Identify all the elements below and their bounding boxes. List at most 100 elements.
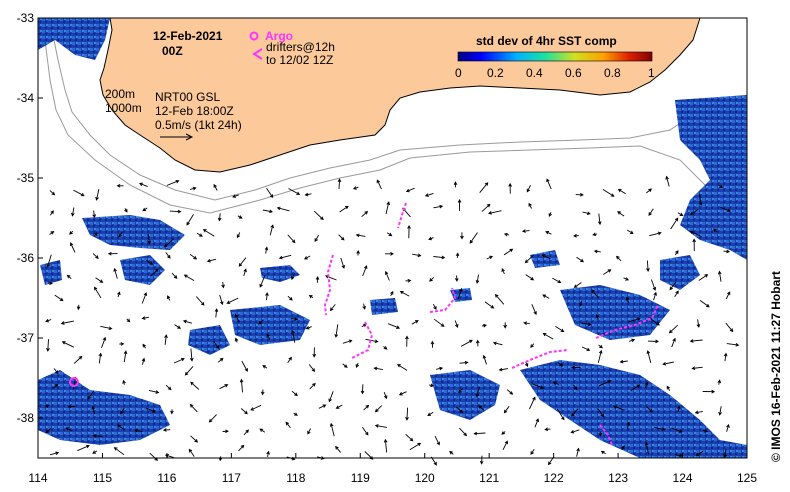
- velocity-arrow: [602, 189, 615, 197]
- velocity-arrow: [459, 360, 469, 365]
- velocity-arrow: [95, 277, 104, 283]
- velocity-arrow: [73, 189, 85, 197]
- velocity-arrow: [475, 387, 480, 398]
- velocity-arrow: [221, 281, 225, 289]
- y-tick-label: -34: [17, 91, 35, 105]
- velocity-arrow: [50, 210, 54, 216]
- velocity-arrow: [308, 364, 316, 373]
- velocity-arrow: [398, 391, 407, 396]
- y-axis-ticks: -33 -34 -35 -36 -37 -38: [17, 11, 43, 425]
- velocity-arrow: [666, 385, 671, 391]
- velocity-arrow: [287, 234, 296, 244]
- velocity-arrow: [362, 426, 369, 436]
- velocity-arrow: [453, 181, 458, 188]
- velocity-arrow: [113, 267, 118, 279]
- velocity-arrow: [575, 192, 584, 197]
- velocity-arrow: [573, 233, 579, 238]
- velocity-arrow: [702, 429, 709, 433]
- velocity-arrow: [362, 303, 366, 310]
- velocity-arrow: [150, 268, 159, 277]
- velocity-arrow: [355, 362, 360, 368]
- velocity-arrow: [165, 384, 172, 391]
- velocity-arrow: [232, 194, 239, 198]
- velocity-arrow: [260, 389, 265, 396]
- velocity-arrow: [385, 201, 391, 215]
- velocity-arrow: [432, 303, 437, 310]
- colorbar-tick: 0.4: [526, 66, 543, 80]
- velocity-arrow: [314, 234, 319, 243]
- velocity-arrow: [552, 277, 562, 284]
- velocity-arrow: [338, 234, 345, 241]
- x-tick-label: 114: [28, 471, 47, 485]
- velocity-arrow: [454, 275, 459, 282]
- velocity-arrow: [66, 274, 72, 280]
- velocity-arrow: [213, 340, 220, 350]
- velocity-arrow: [142, 207, 148, 212]
- velocity-arrow: [571, 408, 579, 417]
- velocity-arrow: [460, 339, 473, 347]
- velocity-arrow: [646, 260, 650, 272]
- velocity-arrow: [329, 422, 335, 437]
- argo-legend-icon: [249, 31, 259, 41]
- velocity-arrow: [526, 185, 531, 193]
- velocity-arrow: [65, 427, 73, 432]
- velocity-arrow: [278, 254, 292, 260]
- velocity-arrow: [258, 319, 264, 325]
- velocity-arrow: [545, 231, 552, 235]
- velocity-arrow: [329, 304, 336, 312]
- velocity-arrow: [374, 424, 387, 428]
- velocity-arrow: [334, 324, 339, 338]
- velocity-arrow: [630, 384, 641, 391]
- velocity-arrow: [339, 205, 349, 213]
- velocity-arrow: [427, 411, 434, 417]
- velocity-arrow: [571, 365, 581, 370]
- drifter-legend-line1: drifters@12h: [266, 40, 335, 54]
- velocity-arrow: [139, 182, 148, 188]
- velocity-arrow: [186, 214, 194, 226]
- velocity-arrow: [593, 249, 601, 254]
- velocity-arrow: [49, 451, 60, 456]
- velocity-arrow: [690, 209, 699, 216]
- velocity-arrow: [92, 210, 97, 219]
- velocity-arrow: [649, 231, 662, 237]
- velocity-arrow: [600, 450, 606, 455]
- y-tick-label: -38: [17, 411, 35, 425]
- velocity-arrow: [250, 404, 262, 411]
- plot-frame: [37, 17, 748, 459]
- drifter-tracks: [323, 202, 659, 446]
- velocity-arrow: [595, 314, 600, 320]
- velocity-arrow: [695, 450, 704, 457]
- velocity-arrow: [287, 356, 292, 364]
- velocity-arrow: [92, 450, 98, 454]
- x-tick-label: 117: [222, 471, 241, 485]
- velocity-arrow: [475, 274, 480, 284]
- velocity-arrow: [148, 389, 160, 394]
- velocity-arrow: [213, 183, 218, 191]
- velocity-arrow: [356, 249, 360, 256]
- velocity-arrow: [653, 291, 657, 301]
- velocity-arrow: [163, 238, 175, 248]
- velocity-arrow: [166, 179, 180, 186]
- velocity-arrow: [455, 252, 460, 259]
- velocity-arrow: [355, 233, 366, 238]
- colorbar: [457, 51, 653, 62]
- velocity-arrow: [626, 296, 630, 303]
- velocity-arrow: [581, 322, 592, 327]
- velocity-arrow: [646, 350, 652, 364]
- velocity-arrow: [692, 238, 696, 252]
- velocity-arrow: [340, 257, 346, 269]
- velocity-arrow: [582, 211, 591, 216]
- velocity-arrow: [71, 207, 75, 217]
- product-line3: 0.5m/s (1kt 24h): [155, 118, 242, 132]
- argo-legend-label: Argo: [265, 29, 293, 43]
- velocity-arrow: [597, 349, 603, 363]
- velocity-arrow: [189, 253, 198, 260]
- velocity-arrow: [581, 346, 591, 352]
- velocity-arrow: [689, 339, 703, 343]
- x-tick-label: 123: [608, 471, 628, 485]
- velocity-arrow: [195, 296, 205, 306]
- velocity-arrow: [361, 210, 369, 218]
- velocity-arrow: [534, 418, 540, 428]
- velocity-arrow: [219, 384, 229, 390]
